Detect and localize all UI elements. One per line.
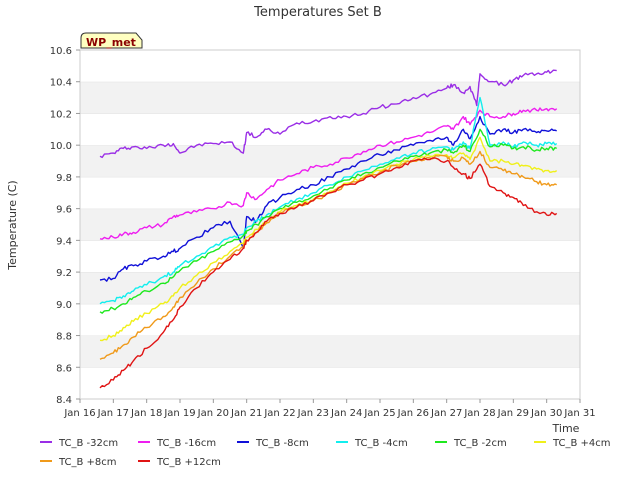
plot-frame	[79, 49, 581, 400]
grid-band	[80, 208, 580, 241]
x-tick-label: Jan 28	[463, 408, 495, 419]
legend: TC_B -32cm TC_B -16cm TC_B -8cm TC_B -4cm TC…	[40, 438, 611, 468]
x-tick-label: Jan 17	[97, 408, 129, 419]
x-tick-label: Jan 25	[363, 408, 395, 419]
y-tick-label: 10.4	[50, 78, 72, 89]
y-axis-ticks: 8.4 8.6 8.8 9.0 9.2 9.4 9.6 9.8 10.0 10.2 10.4 10.6	[50, 46, 80, 406]
legend-label: TC_B +4cm	[552, 438, 611, 449]
grid-band	[80, 335, 580, 368]
x-tick-label: Jan 22	[263, 408, 295, 419]
x-tick-label: Jan 27	[430, 408, 462, 419]
y-tick-label: 9.4	[56, 236, 72, 247]
legend-label: TC_B -8cm	[255, 438, 309, 449]
series-layer	[99, 69, 558, 389]
y-tick-label: 9.2	[56, 268, 72, 279]
y-tick-label: 10.6	[50, 46, 72, 57]
y-tick-label: 9.6	[56, 205, 72, 216]
x-axis-label: Time	[552, 422, 580, 435]
y-tick-label: 8.6	[56, 363, 72, 374]
series-line-2	[99, 115, 557, 282]
series-line-5	[99, 136, 558, 342]
x-axis-ticks: Jan 16 Jan 17 Jan 18 Jan 19 Jan 20 Jan 21 Jan …	[63, 399, 596, 419]
x-tick-label: Jan 29	[497, 408, 529, 419]
legend-label: TC_B -4cm	[354, 438, 408, 449]
x-tick-label: Jan 19	[163, 408, 195, 419]
grid-band	[80, 303, 580, 336]
y-tick-label: 9.8	[56, 173, 72, 184]
series-line-7	[99, 157, 558, 389]
grid-band	[80, 240, 580, 273]
x-tick-label: Jan 31	[563, 408, 595, 419]
x-tick-label: Jan 18	[130, 408, 162, 419]
annotation-label: WP_met	[86, 36, 136, 49]
x-tick-label: Jan 23	[297, 408, 329, 419]
series-line-3	[99, 96, 558, 305]
grid-band	[80, 81, 580, 114]
grid-band	[80, 50, 580, 82]
wp-met-annotation: WP_met	[80, 32, 143, 49]
y-tick-label: 10.2	[50, 109, 72, 120]
x-tick-label: Jan 30	[530, 408, 562, 419]
legend-label: TC_B -2cm	[453, 438, 507, 449]
x-tick-label: Jan 24	[330, 408, 362, 419]
y-axis-label: Temperature (C)	[6, 180, 19, 270]
grid-bands	[80, 49, 580, 399]
grid-band	[80, 113, 580, 146]
grid-band	[80, 367, 580, 399]
x-tick-label: Jan 16	[63, 408, 95, 419]
chart-title: Temperatures Set B	[253, 5, 382, 20]
y-tick-label: 9.0	[56, 300, 72, 311]
y-tick-label: 8.4	[56, 395, 72, 406]
x-tick-label: Jan 26	[397, 408, 429, 419]
series-line-1	[99, 107, 558, 240]
series-line-0	[99, 69, 557, 159]
y-tick-label: 8.8	[56, 332, 72, 343]
series-line-4	[99, 128, 557, 314]
legend-label: TC_B +8cm	[58, 457, 117, 468]
legend-label: TC_B +12cm	[156, 457, 221, 468]
grid-band	[80, 145, 580, 177]
x-tick-label: Jan 20	[197, 408, 229, 419]
x-tick-label: Jan 21	[230, 408, 262, 419]
legend-label: TC_B -32cm	[58, 438, 118, 449]
y-tick-label: 10.0	[50, 141, 72, 152]
legend-label: TC_B -16cm	[156, 438, 216, 449]
annotation-box	[80, 32, 143, 49]
